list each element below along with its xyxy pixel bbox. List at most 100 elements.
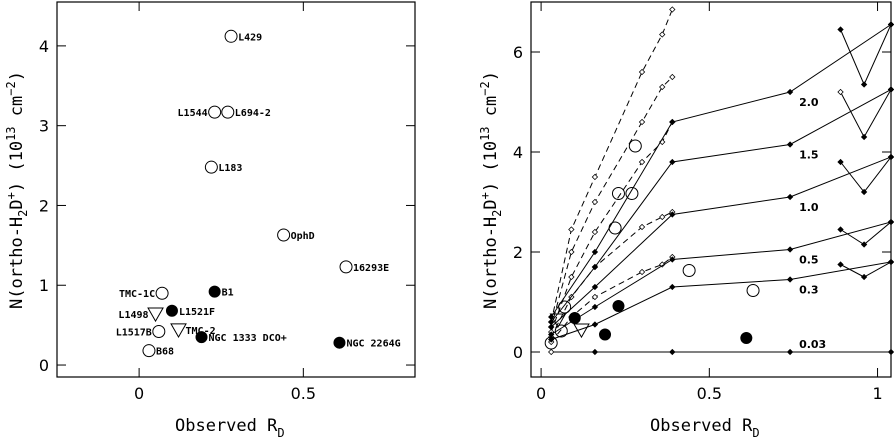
right-model-curves: 2.0 1.5 1.0 0.5 0.3 0.03 <box>548 6 894 356</box>
solid-model-curve <box>550 89 892 323</box>
left-point-label: L429 <box>238 32 262 43</box>
dashed-curve-marker <box>591 198 599 206</box>
dashed-curve-marker <box>568 273 575 281</box>
solid-curve-marker <box>786 141 794 148</box>
curve-label: 1.0 <box>799 201 819 214</box>
right-x-tick-label: 0 <box>536 384 546 403</box>
left-point-label: L1517B <box>116 328 152 339</box>
dashed-curve-marker <box>591 228 599 236</box>
dashed-curve-marker <box>669 6 676 13</box>
left-y-tick-label: 2 <box>39 196 49 215</box>
right-observed-point <box>554 324 568 338</box>
left-point-ngc-2264g <box>333 336 346 349</box>
vee-curve-marker <box>887 258 894 266</box>
right-observed-point <box>608 221 622 235</box>
right-observed-point <box>599 328 612 341</box>
solid-curve-marker <box>786 246 794 253</box>
dashed-curve-marker <box>638 118 646 126</box>
left-point-l694-2 <box>221 105 235 119</box>
solid-model-curve <box>551 261 892 340</box>
left-point-label: B1 <box>222 288 234 299</box>
left-y-axis-label: N(ortho-H2D+) (1013 cm−2) <box>4 71 30 309</box>
curve-label: 0.5 <box>799 254 819 267</box>
left-point-tmc-2 <box>170 323 187 339</box>
left-point-label: NGC 1333 DCO+ <box>209 333 287 344</box>
left-y-tick-label: 1 <box>39 276 49 295</box>
solid-curve-marker <box>786 276 794 283</box>
left-x-tick-label: 0 <box>134 384 144 403</box>
right-observed-point <box>740 332 753 344</box>
left-point-l1521f <box>165 304 178 317</box>
left-y-tick-label: 0 <box>39 356 49 375</box>
left-point-ophd <box>277 228 291 242</box>
left-point-label: 16293E <box>353 263 389 274</box>
right-observed-point <box>746 284 760 297</box>
solid-curve-marker <box>548 336 555 343</box>
right-observed-point <box>612 300 625 312</box>
left-point-label: L183 <box>218 163 242 174</box>
solid-curve-marker <box>591 248 599 256</box>
solid-curve-marker <box>786 193 794 201</box>
right-observed-point <box>544 336 558 350</box>
vee-curve-marker <box>887 21 894 28</box>
dashed-curve-marker <box>638 158 646 166</box>
vee-curve-marker <box>887 153 894 161</box>
vee-curve-marker <box>837 88 844 96</box>
right-observed-point <box>628 139 642 153</box>
left-point-label: L1521F <box>179 307 215 318</box>
left-point-16293e <box>339 260 353 274</box>
right-observed-point <box>568 312 581 324</box>
dashed-curve-marker <box>669 73 676 81</box>
dashed-curve-marker <box>591 173 599 181</box>
left-plot-frame <box>56 1 416 378</box>
vee-curve-marker <box>860 81 868 88</box>
left-point-tmc-1c <box>155 286 169 300</box>
left-point-b68 <box>142 344 156 358</box>
vee-curve-marker <box>837 158 844 166</box>
dashed-curve-marker <box>659 261 666 268</box>
vee-curve-marker <box>860 241 868 248</box>
solid-curve-marker <box>591 303 599 311</box>
right-observed-point <box>682 264 696 277</box>
dashed-curve-marker <box>638 268 646 276</box>
left-point-ngc-1333-dco- <box>195 331 208 344</box>
curve-label: 2.0 <box>799 96 819 109</box>
left-point-label: NGC 2264G <box>346 339 400 350</box>
right-observed-point <box>625 187 639 200</box>
left-y-tick-label: 4 <box>39 37 49 56</box>
left-y-tick-label: 3 <box>39 117 49 136</box>
solid-curve-marker <box>669 158 676 166</box>
vee-curve-marker <box>887 86 894 93</box>
left-point-b1 <box>208 285 221 298</box>
solid-curve-marker <box>548 323 555 331</box>
solid-curve-marker <box>591 283 599 291</box>
right-observed-point <box>558 300 572 314</box>
left-point-l183 <box>204 160 218 174</box>
left-x-tick-label: 0.5 <box>291 384 316 403</box>
solid-curve-marker <box>669 211 676 218</box>
curve-label: 0.3 <box>799 284 819 297</box>
curve-label: 1.5 <box>799 149 819 162</box>
left-point-label: B68 <box>156 347 174 358</box>
dashed-curve-marker <box>568 248 575 256</box>
solid-curve-marker <box>786 348 794 356</box>
solid-curve-marker <box>591 263 599 271</box>
dashed-curve-marker <box>638 68 646 76</box>
curve-label: 0.03 <box>799 338 826 351</box>
solid-curve-marker <box>669 256 676 263</box>
right-x-tick-label: 0.5 <box>697 384 722 403</box>
left-data-points: L429 L1544 L694-2 L183 OphD 16293E TMC-1C B1 L14… <box>116 29 401 358</box>
right-chart-panel: 0 0.5 1 0 2 4 6 2.0 1.5 1.0 0.5 0.3 0.03 Observed R… <box>478 1 894 440</box>
right-y-axis-label: N(ortho-H2D+) (1013 cm−2) <box>478 71 504 309</box>
left-point-label: L1544 <box>178 108 208 119</box>
dashed-model-curve <box>550 76 673 328</box>
solid-curve-marker <box>591 321 599 328</box>
right-data-points <box>544 139 760 350</box>
dashed-curve-marker <box>659 31 666 38</box>
vee-curve-marker <box>860 273 868 281</box>
right-observed-point <box>611 187 625 200</box>
right-x-tick-label: 1 <box>872 384 882 403</box>
left-point-label: TMC-1C <box>119 289 155 300</box>
dashed-curve-marker <box>591 293 599 301</box>
right-y-tick-label: 6 <box>513 43 523 62</box>
